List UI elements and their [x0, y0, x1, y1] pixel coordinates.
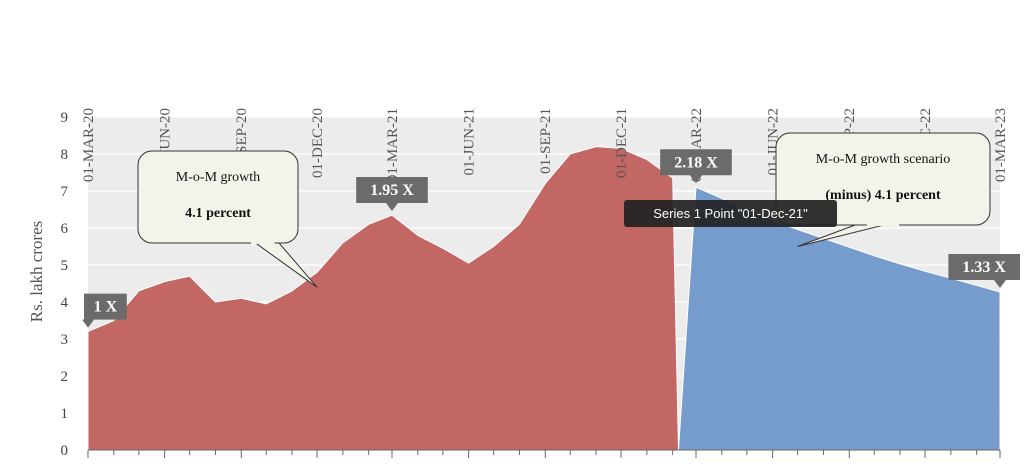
- y-tick-label: 7: [61, 184, 69, 200]
- series-1-area: [87, 146, 679, 451]
- series-areas: [87, 146, 1001, 451]
- data-label-box: [356, 177, 428, 212]
- data-label-text: 2.18 X: [674, 154, 718, 171]
- data-label-box: [660, 149, 732, 184]
- callout: M-o-M growth 4.1 percent: [137, 150, 318, 288]
- callout-box: [137, 150, 299, 244]
- callout-line-2: 4.1 percent: [185, 206, 251, 221]
- x-tick-label: 01-DEC-21: [614, 108, 630, 178]
- y-tick-label: 1: [61, 406, 69, 422]
- data-labels: 1 X 1.95 X 2.18 X 1.33 X: [82, 149, 1020, 328]
- x-tick-label: 01-DEC-20: [310, 108, 326, 178]
- data-label: 1.33 X: [948, 254, 1020, 289]
- y-tick-label: 4: [61, 295, 69, 311]
- tooltip: Series 1 Point "01-Dec-21": [624, 200, 837, 227]
- y-tick-label: 8: [61, 147, 69, 163]
- callout-line-1: M-o-M growth: [176, 170, 260, 185]
- data-label: 1 X: [82, 293, 127, 328]
- callout-line-2: (minus) 4.1 percent: [825, 188, 941, 203]
- data-label: 1.95 X: [356, 177, 428, 212]
- data-label: 2.18 X: [660, 149, 732, 184]
- data-label-box: [948, 254, 1020, 289]
- data-label-box: [82, 293, 127, 328]
- tooltip-text: Series 1 Point "01-Dec-21": [653, 206, 808, 221]
- x-tick-label: 01-MAR-23: [993, 108, 1009, 182]
- tooltip-box: [624, 200, 837, 227]
- x-tick-label: 01-MAR-20: [81, 108, 97, 182]
- y-tick-label: 5: [61, 258, 69, 274]
- data-label-text: 1.95 X: [370, 182, 414, 199]
- x-tick-label: 01-JUN-21: [462, 108, 478, 176]
- data-label-text: 1 X: [94, 299, 118, 316]
- data-label-text: 1.33 X: [962, 259, 1006, 276]
- y-tick-label: 9: [61, 110, 69, 126]
- y-axis-title: Rs. lakh crores: [27, 221, 46, 323]
- callout-line-1: M-o-M growth scenario: [816, 152, 951, 167]
- x-tick-label: 01-MAR-21: [385, 108, 401, 182]
- y-tick-label: 3: [61, 332, 69, 348]
- x-tick-label: 01-SEP-21: [538, 108, 554, 174]
- y-tick-label: 2: [61, 369, 69, 385]
- y-tick-label: 0: [61, 443, 69, 459]
- y-tick-label: 6: [61, 221, 69, 237]
